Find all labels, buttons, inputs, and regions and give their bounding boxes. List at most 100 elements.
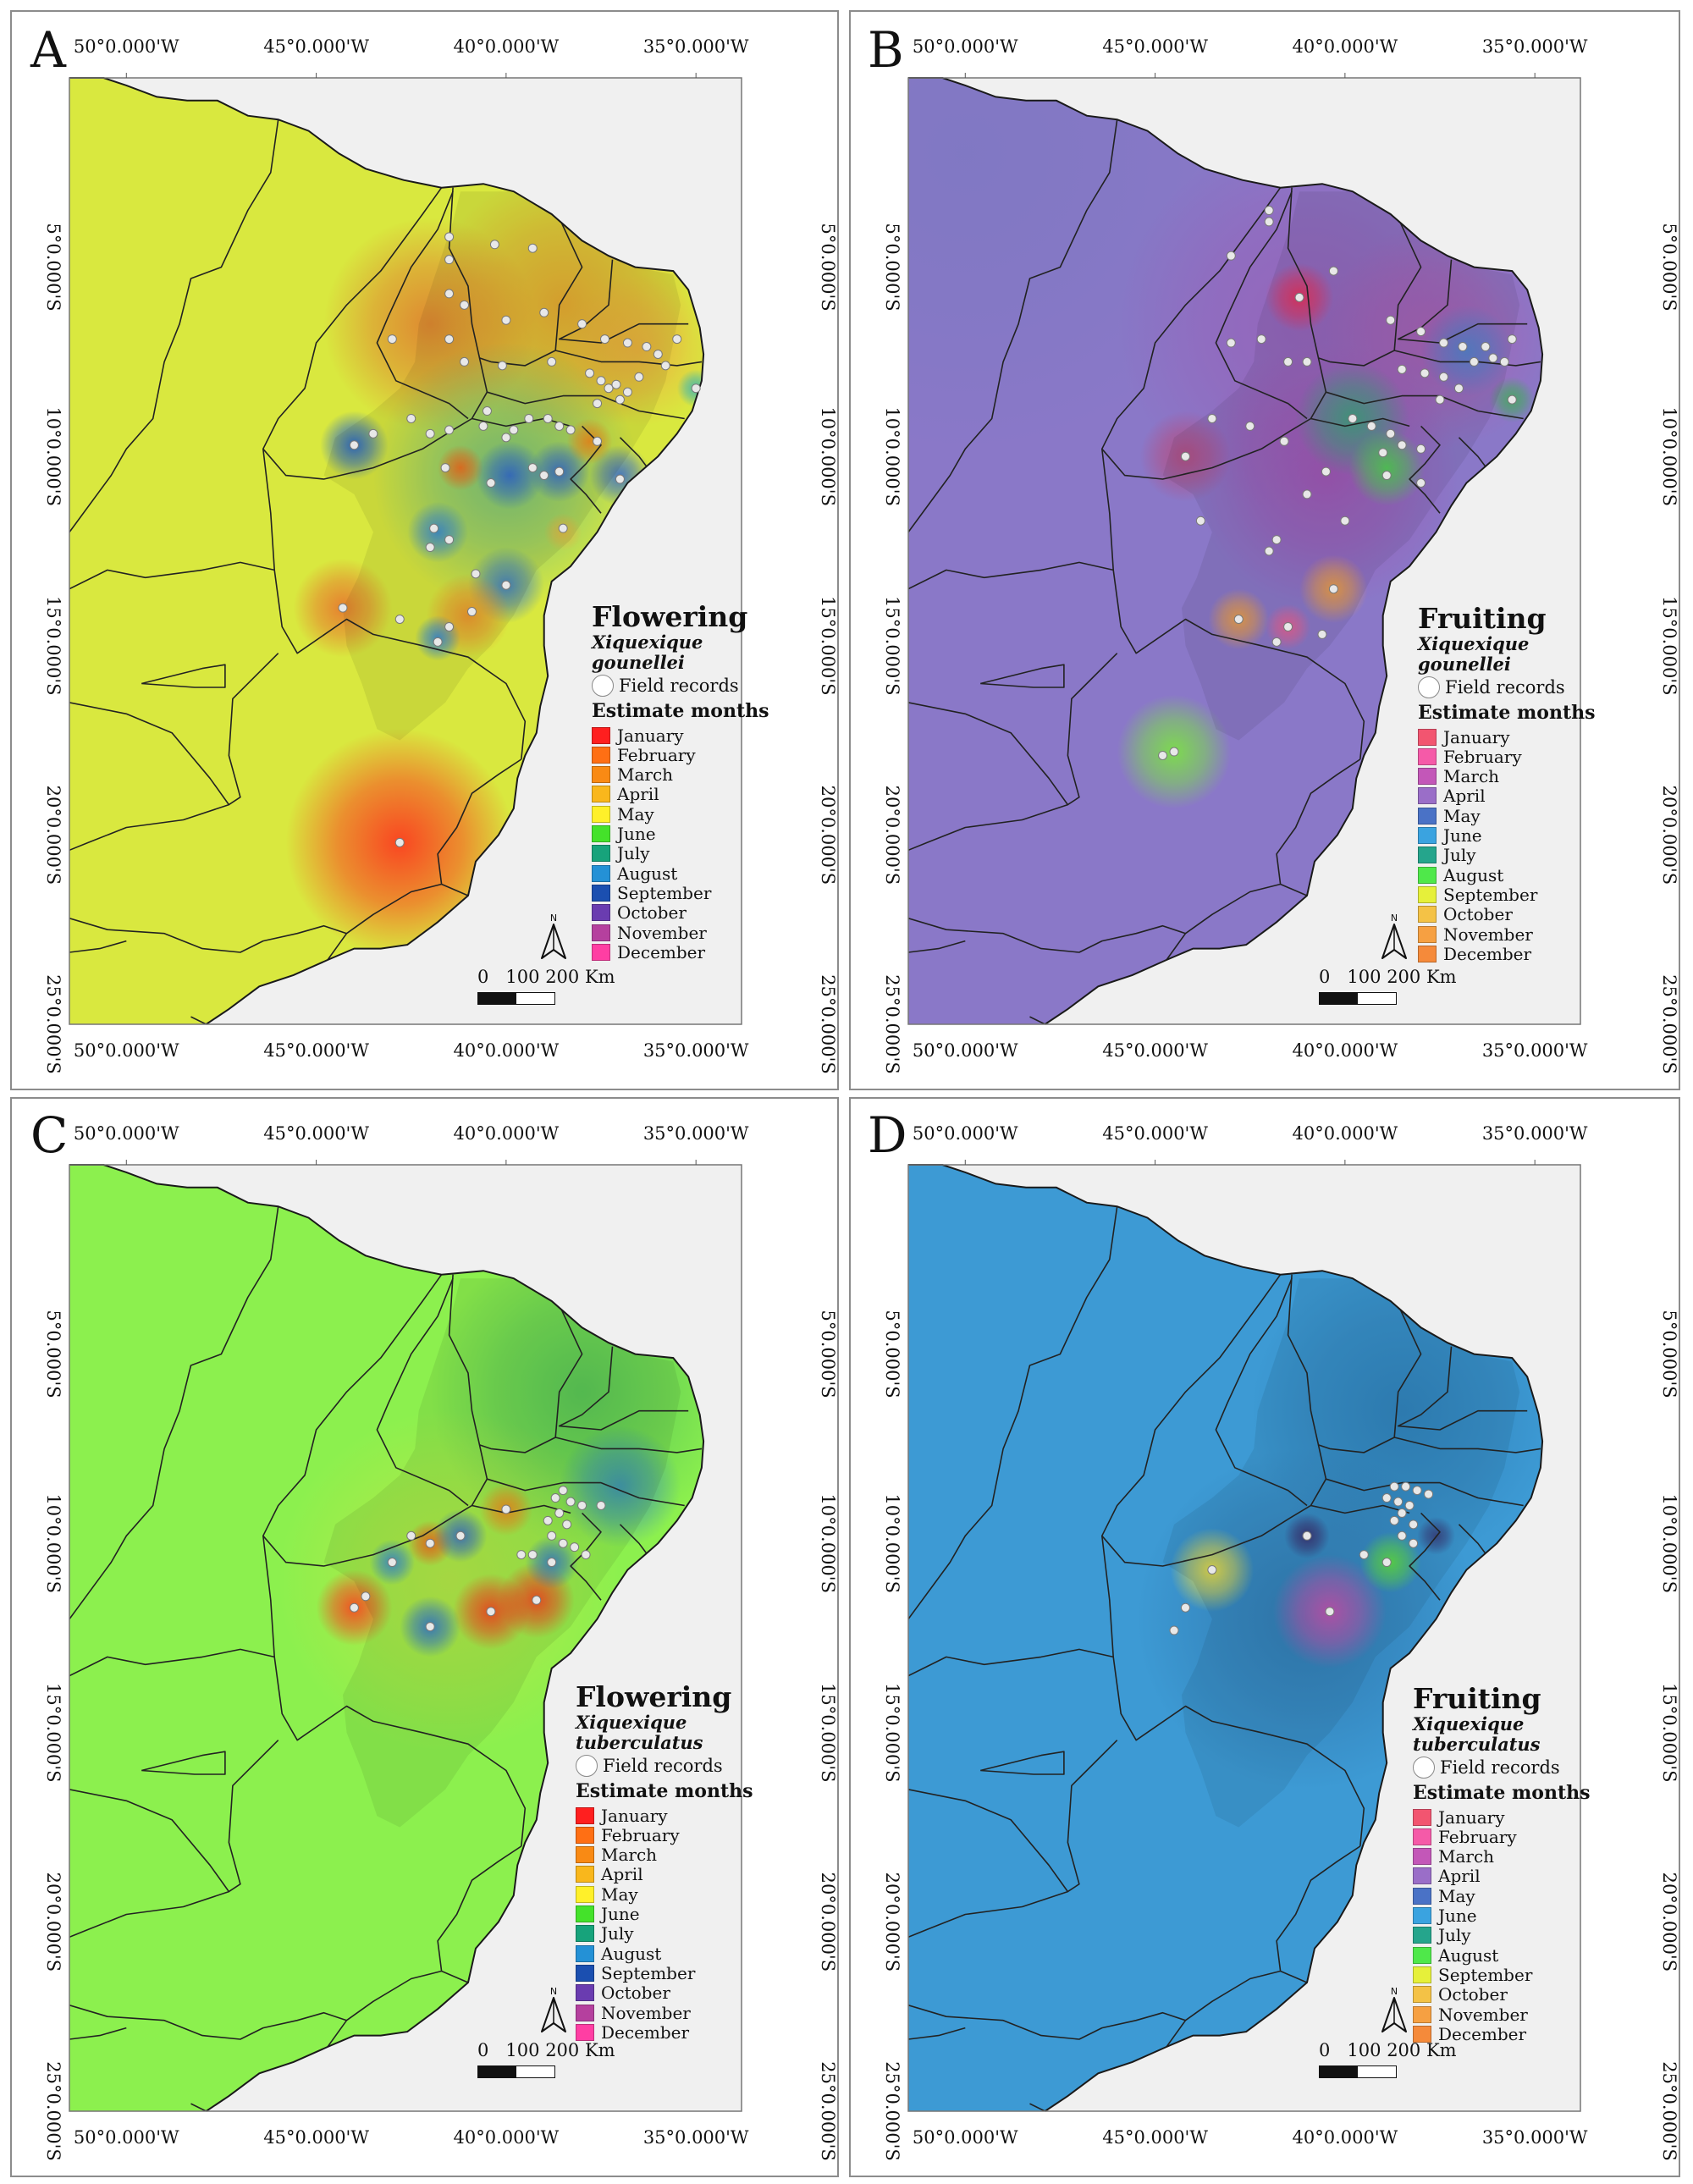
field-record-point [1256, 334, 1266, 345]
legend-month-item: August [1418, 865, 1613, 885]
map-b: 50°0.000'W 50°0.000'W 45°0.000'W 45°0.000'W… [882, 36, 1679, 1074]
legend-swatch [576, 1944, 594, 1962]
legend-month-label: June [617, 824, 656, 845]
field-record-point [1302, 356, 1312, 367]
y-tick-label-left: 15°0.000'S [43, 596, 63, 696]
field-record-point [1226, 251, 1236, 261]
legend-swatch [1413, 1887, 1431, 1905]
field-record-point [1245, 421, 1255, 431]
y-tick-label-left: 10°0.000'S [882, 1493, 902, 1593]
field-records-label: Field records [1440, 1757, 1560, 1778]
field-records-label: Field records [1445, 676, 1565, 698]
scale-labels: 0 100 200 Km [1319, 967, 1457, 987]
legend-month-label: October [601, 1983, 670, 2004]
x-tick-label-bottom: 45°0.000'W [1102, 2127, 1208, 2148]
state-border [558, 1346, 689, 1431]
legend-month-item: April [576, 1864, 770, 1885]
y-tick-label-right: 20°0.000'S [1659, 1872, 1679, 1972]
legend-swatch [1418, 925, 1437, 943]
x-tick-label-bottom: 45°0.000'W [263, 1040, 369, 1061]
field-record-point [460, 300, 470, 310]
state-border [1101, 449, 1365, 760]
legend-month-label: July [1438, 1925, 1471, 1946]
field-record-point [1409, 1519, 1419, 1530]
legend: Flowering Xiquexique gounellei Field rec… [592, 602, 786, 962]
state-border [1029, 1016, 1045, 1024]
field-record-point [554, 466, 565, 477]
state-border [908, 1789, 1069, 1939]
field-record-point [429, 523, 439, 533]
panel-b: 50°0.000'W 50°0.000'W 45°0.000'W 45°0.000'W… [849, 10, 1680, 1090]
legend-month-item: March [592, 764, 786, 785]
legend-swatch [1413, 2025, 1431, 2043]
legend-swatch [592, 746, 610, 764]
panel-label: D [868, 1106, 907, 1164]
field-record-point [433, 637, 443, 647]
field-record-point [1340, 516, 1350, 526]
y-tick-label-left: 5°0.000'S [43, 1310, 63, 1398]
field-record-point [1389, 1481, 1399, 1492]
legend-month-item: November [1418, 924, 1613, 945]
field-record-point [440, 463, 450, 473]
field-record-point [489, 240, 499, 250]
legend-month-item: April [592, 784, 786, 804]
field-record-point [634, 372, 644, 382]
field-record-point [501, 580, 511, 590]
field-record-point [1264, 206, 1274, 216]
x-tick-label-bottom: 45°0.000'W [1102, 1040, 1208, 1061]
legend-month-item: March [1413, 1846, 1608, 1867]
state-border [69, 1648, 275, 1677]
north-arrow-icon: N [537, 913, 571, 963]
x-tick-label-bottom: 40°0.000'W [1293, 1040, 1398, 1061]
state-border [69, 1206, 279, 1620]
state-border [1067, 1740, 1118, 1893]
scale-label-200: 200 Km [545, 2040, 615, 2060]
legend-month-item: January [576, 1806, 770, 1826]
legend-month-item: May [1418, 806, 1613, 826]
scale-graphic [1319, 2065, 1397, 2078]
north-arrow-icon: N [537, 1986, 571, 2037]
field-record-point [1507, 334, 1517, 345]
state-border [262, 449, 527, 760]
legend-month-item: December [576, 2022, 770, 2043]
scale-label-100: 100 [1347, 967, 1381, 987]
legend-month-label: December [617, 941, 706, 962]
legend-month-item: October [1413, 1984, 1608, 2005]
field-record-point [501, 1504, 511, 1514]
legend-swatch [592, 864, 610, 882]
field-record-point [444, 535, 455, 545]
field-record-point [497, 361, 507, 371]
estimate-blob [566, 418, 613, 465]
legend-species: Xiquexique gounellei [592, 631, 703, 673]
legend-swatch [1418, 747, 1437, 765]
map-frame [69, 1164, 742, 2112]
field-record-point [577, 1500, 587, 1510]
x-tick-label-top: 40°0.000'W [1293, 36, 1398, 57]
y-tick-label-right: 20°0.000'S [818, 786, 838, 885]
legend-swatch [576, 2004, 594, 2021]
x-tick-label-top: 50°0.000'W [74, 36, 179, 57]
field-record-point [1393, 1497, 1403, 1507]
field-record-point [672, 334, 682, 345]
y-tick-label-right: 10°0.000'S [1659, 1493, 1679, 1593]
field-record-point [1386, 428, 1396, 438]
scale-label-200: 200 Km [1387, 2040, 1457, 2060]
state-border [69, 119, 279, 533]
y-tick-label-right: 15°0.000'S [1659, 1683, 1679, 1783]
field-record-point [486, 478, 496, 488]
legend-month-label: April [601, 1864, 643, 1885]
field-record-point [527, 1550, 538, 1560]
legend-month-item: January [1413, 1807, 1608, 1828]
legend-swatch [576, 1984, 594, 2002]
state-border [1166, 1970, 1281, 2048]
field-record-point [471, 569, 481, 579]
state-border [1397, 259, 1528, 344]
state-border [69, 2005, 347, 2040]
scale-graphic [1319, 992, 1397, 1005]
field-record-point [565, 425, 576, 435]
field-record-point [1424, 1489, 1434, 1499]
field-record-point [1328, 266, 1338, 276]
state-border [555, 1437, 703, 1453]
legend: Flowering Xiquexique tuberculatus Field … [576, 1682, 770, 2043]
north-label: N [550, 1986, 557, 1997]
